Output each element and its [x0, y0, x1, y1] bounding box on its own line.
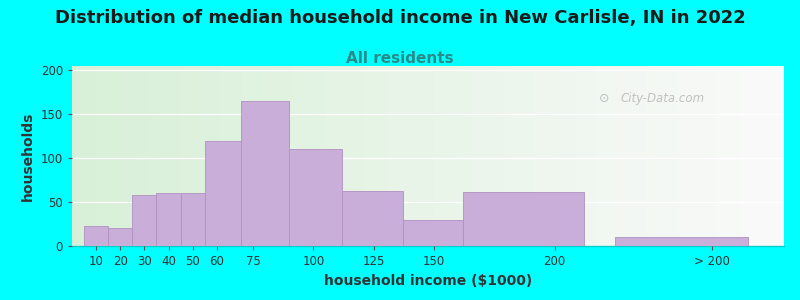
- Bar: [615, 237, 748, 246]
- Bar: [463, 192, 584, 246]
- Text: All residents: All residents: [346, 51, 454, 66]
- Bar: [290, 149, 342, 246]
- Bar: [342, 191, 402, 246]
- Bar: [181, 193, 205, 246]
- Bar: [402, 220, 463, 246]
- Text: Distribution of median household income in New Carlisle, IN in 2022: Distribution of median household income …: [54, 9, 746, 27]
- Bar: [132, 195, 157, 246]
- Bar: [241, 101, 290, 246]
- Bar: [84, 226, 108, 246]
- Y-axis label: households: households: [21, 111, 35, 201]
- Text: ⊙: ⊙: [599, 92, 610, 105]
- Bar: [205, 141, 241, 246]
- Text: City-Data.com: City-Data.com: [620, 92, 704, 105]
- Bar: [108, 228, 132, 246]
- Bar: [157, 193, 181, 246]
- X-axis label: household income ($1000): household income ($1000): [324, 274, 532, 288]
